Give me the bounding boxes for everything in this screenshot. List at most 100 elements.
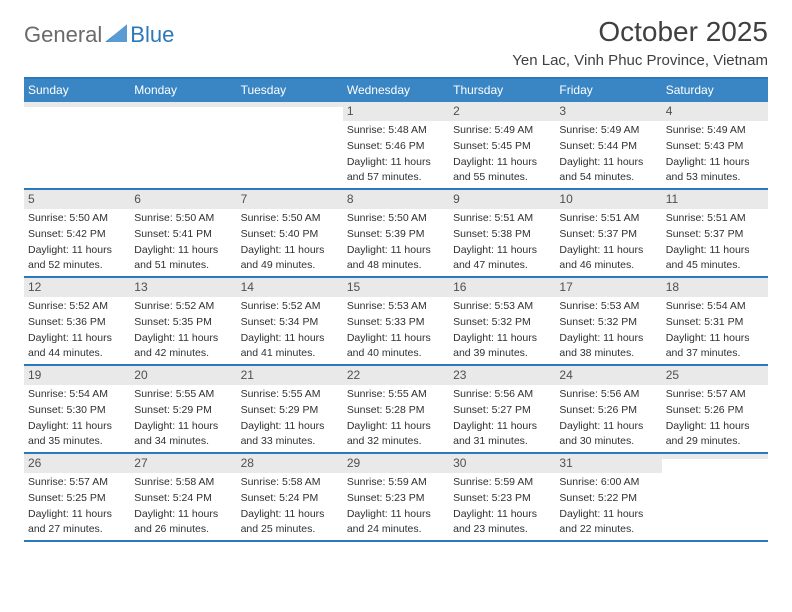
calendar-cell: 12Sunrise: 5:52 AMSunset: 5:36 PMDayligh… xyxy=(24,278,130,364)
calendar-cell: 3Sunrise: 5:49 AMSunset: 5:44 PMDaylight… xyxy=(555,102,661,188)
day-number: 12 xyxy=(24,278,130,297)
daylight-line: Daylight: 11 hours and 29 minutes. xyxy=(662,417,768,447)
calendar-cell xyxy=(24,102,130,188)
day-number: 13 xyxy=(130,278,236,297)
sunrise-line: Sunrise: 5:58 AM xyxy=(237,473,343,489)
daylight-line: Daylight: 11 hours and 35 minutes. xyxy=(24,417,130,447)
calendar-cell xyxy=(237,102,343,188)
calendar-cell: 29Sunrise: 5:59 AMSunset: 5:23 PMDayligh… xyxy=(343,454,449,540)
sunrise-line: Sunrise: 5:55 AM xyxy=(130,385,236,401)
sunrise-line: Sunrise: 5:52 AM xyxy=(130,297,236,313)
sunset-line: Sunset: 5:42 PM xyxy=(24,225,130,241)
daylight-line: Daylight: 11 hours and 30 minutes. xyxy=(555,417,661,447)
calendar-cell: 19Sunrise: 5:54 AMSunset: 5:30 PMDayligh… xyxy=(24,366,130,452)
day-number: 3 xyxy=(555,102,661,121)
sunrise-line: Sunrise: 5:59 AM xyxy=(449,473,555,489)
daylight-line: Daylight: 11 hours and 27 minutes. xyxy=(24,505,130,535)
day-header-row: SundayMondayTuesdayWednesdayThursdayFrid… xyxy=(24,79,768,102)
sunset-line: Sunset: 5:35 PM xyxy=(130,313,236,329)
day-header: Wednesday xyxy=(343,79,449,102)
sunrise-line: Sunrise: 5:51 AM xyxy=(555,209,661,225)
daylight-line: Daylight: 11 hours and 52 minutes. xyxy=(24,241,130,271)
daylight-line: Daylight: 11 hours and 45 minutes. xyxy=(662,241,768,271)
sunrise-line: Sunrise: 5:52 AM xyxy=(24,297,130,313)
day-header: Tuesday xyxy=(237,79,343,102)
sunset-line: Sunset: 5:31 PM xyxy=(662,313,768,329)
sunset-line: Sunset: 5:43 PM xyxy=(662,137,768,153)
sunrise-line: Sunrise: 5:48 AM xyxy=(343,121,449,137)
day-number: 24 xyxy=(555,366,661,385)
sunrise-line: Sunrise: 5:51 AM xyxy=(449,209,555,225)
daylight-line: Daylight: 11 hours and 34 minutes. xyxy=(130,417,236,447)
sunrise-line: Sunrise: 5:50 AM xyxy=(24,209,130,225)
calendar-cell: 23Sunrise: 5:56 AMSunset: 5:27 PMDayligh… xyxy=(449,366,555,452)
sunset-line: Sunset: 5:41 PM xyxy=(130,225,236,241)
calendar-cell: 24Sunrise: 5:56 AMSunset: 5:26 PMDayligh… xyxy=(555,366,661,452)
calendar-cell: 11Sunrise: 5:51 AMSunset: 5:37 PMDayligh… xyxy=(662,190,768,276)
sunrise-line: Sunrise: 5:52 AM xyxy=(237,297,343,313)
daylight-line: Daylight: 11 hours and 55 minutes. xyxy=(449,153,555,183)
day-number: 30 xyxy=(449,454,555,473)
week-row: 5Sunrise: 5:50 AMSunset: 5:42 PMDaylight… xyxy=(24,190,768,278)
day-number: 4 xyxy=(662,102,768,121)
daylight-line: Daylight: 11 hours and 32 minutes. xyxy=(343,417,449,447)
daylight-line: Daylight: 11 hours and 46 minutes. xyxy=(555,241,661,271)
daylight-line: Daylight: 11 hours and 26 minutes. xyxy=(130,505,236,535)
calendar-cell: 14Sunrise: 5:52 AMSunset: 5:34 PMDayligh… xyxy=(237,278,343,364)
sunset-line: Sunset: 5:38 PM xyxy=(449,225,555,241)
day-number: 25 xyxy=(662,366,768,385)
day-number: 10 xyxy=(555,190,661,209)
calendar-cell: 8Sunrise: 5:50 AMSunset: 5:39 PMDaylight… xyxy=(343,190,449,276)
day-header: Friday xyxy=(555,79,661,102)
day-number: 14 xyxy=(237,278,343,297)
day-number: 15 xyxy=(343,278,449,297)
calendar-cell: 6Sunrise: 5:50 AMSunset: 5:41 PMDaylight… xyxy=(130,190,236,276)
daylight-line: Daylight: 11 hours and 47 minutes. xyxy=(449,241,555,271)
calendar-cell: 28Sunrise: 5:58 AMSunset: 5:24 PMDayligh… xyxy=(237,454,343,540)
day-number: 16 xyxy=(449,278,555,297)
daylight-line: Daylight: 11 hours and 44 minutes. xyxy=(24,329,130,359)
sunrise-line: Sunrise: 5:56 AM xyxy=(449,385,555,401)
calendar-cell: 1Sunrise: 5:48 AMSunset: 5:46 PMDaylight… xyxy=(343,102,449,188)
sunset-line: Sunset: 5:23 PM xyxy=(343,489,449,505)
sunrise-line: Sunrise: 5:56 AM xyxy=(555,385,661,401)
sunset-line: Sunset: 5:26 PM xyxy=(555,401,661,417)
day-number xyxy=(662,454,768,459)
daylight-line: Daylight: 11 hours and 54 minutes. xyxy=(555,153,661,183)
calendar-cell: 4Sunrise: 5:49 AMSunset: 5:43 PMDaylight… xyxy=(662,102,768,188)
day-number xyxy=(130,102,236,107)
day-number: 17 xyxy=(555,278,661,297)
calendar-cell: 7Sunrise: 5:50 AMSunset: 5:40 PMDaylight… xyxy=(237,190,343,276)
calendar-cell: 27Sunrise: 5:58 AMSunset: 5:24 PMDayligh… xyxy=(130,454,236,540)
daylight-line: Daylight: 11 hours and 42 minutes. xyxy=(130,329,236,359)
logo-word-2: Blue xyxy=(130,22,174,48)
daylight-line: Daylight: 11 hours and 53 minutes. xyxy=(662,153,768,183)
calendar-cell xyxy=(662,454,768,540)
calendar-cell: 15Sunrise: 5:53 AMSunset: 5:33 PMDayligh… xyxy=(343,278,449,364)
sunset-line: Sunset: 5:30 PM xyxy=(24,401,130,417)
daylight-line: Daylight: 11 hours and 24 minutes. xyxy=(343,505,449,535)
week-row: 19Sunrise: 5:54 AMSunset: 5:30 PMDayligh… xyxy=(24,366,768,454)
daylight-line: Daylight: 11 hours and 33 minutes. xyxy=(237,417,343,447)
calendar-cell: 20Sunrise: 5:55 AMSunset: 5:29 PMDayligh… xyxy=(130,366,236,452)
day-header: Saturday xyxy=(662,79,768,102)
sunrise-line: Sunrise: 5:53 AM xyxy=(555,297,661,313)
calendar-cell xyxy=(130,102,236,188)
sunset-line: Sunset: 5:29 PM xyxy=(237,401,343,417)
daylight-line: Daylight: 11 hours and 49 minutes. xyxy=(237,241,343,271)
sunrise-line: Sunrise: 5:58 AM xyxy=(130,473,236,489)
day-number: 20 xyxy=(130,366,236,385)
sunrise-line: Sunrise: 6:00 AM xyxy=(555,473,661,489)
day-number: 31 xyxy=(555,454,661,473)
day-number: 28 xyxy=(237,454,343,473)
day-number: 22 xyxy=(343,366,449,385)
day-number: 8 xyxy=(343,190,449,209)
sunset-line: Sunset: 5:25 PM xyxy=(24,489,130,505)
logo: General Blue xyxy=(24,22,174,48)
logo-triangle-icon xyxy=(105,24,127,42)
daylight-line: Daylight: 11 hours and 37 minutes. xyxy=(662,329,768,359)
daylight-line: Daylight: 11 hours and 23 minutes. xyxy=(449,505,555,535)
sunrise-line: Sunrise: 5:55 AM xyxy=(343,385,449,401)
week-row: 26Sunrise: 5:57 AMSunset: 5:25 PMDayligh… xyxy=(24,454,768,542)
sunset-line: Sunset: 5:22 PM xyxy=(555,489,661,505)
